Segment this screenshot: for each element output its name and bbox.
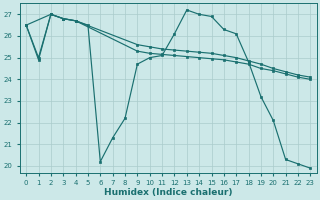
X-axis label: Humidex (Indice chaleur): Humidex (Indice chaleur) [104,188,233,197]
